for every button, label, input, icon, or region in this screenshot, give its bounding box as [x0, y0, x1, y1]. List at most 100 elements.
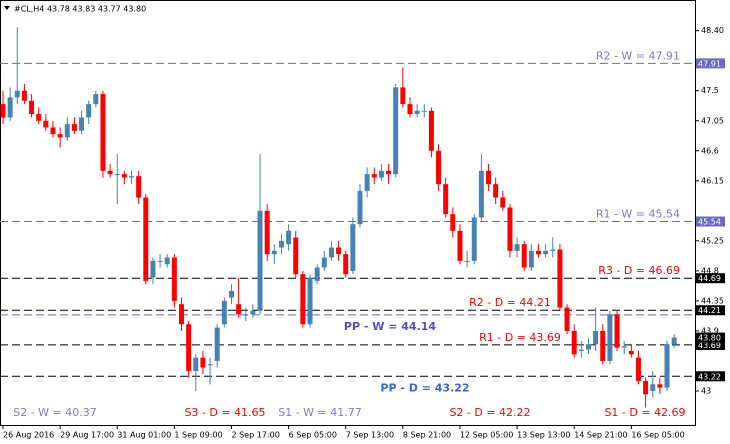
level-tag-label: 45.54 — [698, 218, 721, 227]
candle-body — [257, 210, 263, 311]
plot-frame — [0, 0, 696, 426]
candle-body — [0, 104, 6, 118]
candle-body — [536, 250, 541, 255]
level-tag — [696, 339, 725, 350]
level-label: S1 - W = 41.77 — [278, 406, 362, 419]
candle-body — [179, 304, 184, 325]
y-tick-label: 46.6 — [701, 146, 719, 155]
candle-body — [250, 310, 256, 315]
candle-body — [36, 114, 42, 121]
candle-body — [343, 254, 349, 275]
candle-body — [114, 174, 120, 176]
candle-body — [357, 190, 363, 225]
candle-body — [236, 304, 242, 315]
candle-body — [57, 134, 63, 138]
candle-body — [593, 330, 599, 345]
candle-body — [400, 87, 406, 105]
x-tick-label: 12 Sep 05:00 — [460, 431, 513, 440]
candle-body — [29, 100, 35, 115]
candle-body — [628, 350, 634, 355]
candle-body — [521, 244, 527, 268]
candle-body — [371, 174, 377, 178]
candle-body — [221, 300, 227, 325]
level-tag — [696, 305, 725, 316]
candle-body — [300, 274, 306, 325]
level-label: PP - D = 43.22 — [380, 381, 469, 394]
x-tick-label: 31 Aug 01:00 — [117, 431, 171, 440]
candle-body — [350, 224, 356, 271]
x-tick-label: 7 Sep 13:00 — [346, 431, 394, 440]
candle-body — [193, 357, 199, 371]
candle-body — [393, 87, 399, 175]
candle-body — [443, 184, 449, 215]
level-label: R1 - W = 45.54 — [596, 208, 680, 221]
candle-body — [550, 249, 556, 251]
x-tick-label: 13 Sep 13:00 — [517, 431, 570, 440]
level-label: S3 - D = 41.65 — [184, 406, 265, 419]
candle-body — [50, 127, 56, 135]
candle-body — [600, 330, 606, 361]
candle-body — [514, 244, 520, 251]
level-label: S2 - W = 40.37 — [13, 406, 97, 419]
y-tick-label: 44.35 — [701, 296, 724, 305]
candle-body — [286, 230, 292, 245]
candle-body — [107, 170, 113, 175]
candle-body — [150, 260, 156, 278]
candle-body — [386, 170, 392, 175]
x-tick-label: 2 Sep 17:00 — [231, 431, 279, 440]
candle-body — [157, 260, 163, 262]
candle-body — [43, 120, 49, 128]
level-label: S1 - D = 42.69 — [604, 406, 685, 419]
candle-body — [314, 267, 320, 281]
candle-body — [321, 257, 327, 268]
candle-body — [71, 124, 77, 131]
candle-body — [428, 110, 434, 151]
candle-body — [578, 349, 584, 351]
candle-body — [93, 94, 99, 105]
x-tick-label: 29 Aug 17:00 — [60, 431, 114, 440]
candle-body — [457, 230, 463, 261]
candle-body — [500, 197, 506, 208]
y-tick-label: 43 — [701, 386, 711, 395]
candle-body — [328, 247, 334, 258]
candle-body — [664, 344, 670, 388]
candle-body — [21, 90, 27, 101]
x-tick-label: 26 Aug 2016 — [3, 431, 54, 440]
candle-body — [243, 314, 249, 316]
y-tick-label: 44.8 — [701, 266, 719, 275]
candle-body — [79, 117, 85, 131]
x-tick-label: 16 Sep 05:00 — [631, 431, 684, 440]
y-tick-label: 47.05 — [701, 116, 724, 125]
candle-body — [143, 197, 149, 281]
candle-body — [643, 380, 649, 395]
level-tag-label: 44.21 — [698, 306, 721, 315]
x-tick-label: 8 Sep 21:00 — [403, 431, 451, 440]
candle-body — [86, 104, 92, 118]
symbol-icon — [4, 6, 10, 10]
level-tag-label: 44.69 — [698, 274, 721, 283]
candle-body — [564, 307, 570, 331]
candle-body — [207, 364, 213, 366]
x-tick-label: 14 Sep 21:00 — [574, 431, 627, 440]
candle-body — [486, 170, 492, 185]
candle-body — [650, 384, 656, 391]
candle-body — [543, 250, 549, 255]
candle-body — [214, 327, 220, 361]
candle-body — [507, 207, 513, 251]
candle-body — [364, 174, 370, 191]
candle-body — [200, 357, 206, 368]
level-tag — [696, 58, 725, 69]
candle-body — [14, 90, 20, 98]
candle-body — [186, 324, 192, 371]
level-tag-label: 43.22 — [698, 372, 721, 381]
candle-body — [307, 277, 313, 325]
candle-body — [64, 124, 70, 138]
level-tag-label: 43.69 — [698, 341, 721, 350]
level-tag — [696, 273, 725, 284]
level-tag-label: 47.91 — [698, 59, 721, 68]
candle-body — [278, 240, 284, 248]
candle-body — [614, 314, 620, 348]
candle-body — [271, 250, 277, 255]
candle-body — [557, 249, 563, 308]
candle-body — [657, 384, 663, 388]
